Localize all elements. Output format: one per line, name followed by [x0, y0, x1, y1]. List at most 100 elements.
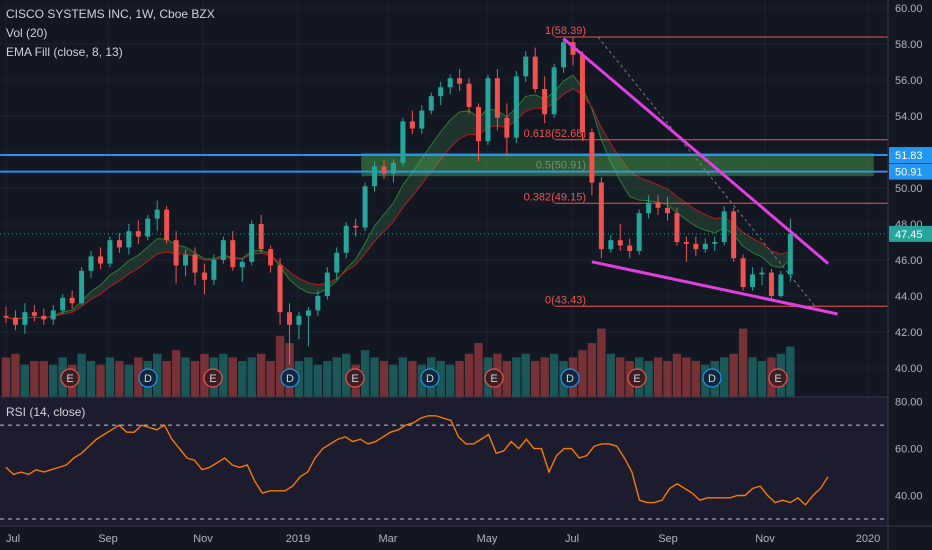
candle-body — [164, 209, 170, 241]
candle-body — [334, 252, 340, 273]
candle-body — [665, 207, 670, 214]
candle-body — [12, 317, 18, 325]
candle-body — [41, 315, 47, 320]
volume-bar — [653, 357, 663, 397]
rsi-indicator-label[interactable]: RSI (14, close) — [6, 405, 86, 419]
level-badge: 51.83 — [895, 150, 923, 162]
trendlines[interactable] — [562, 37, 838, 316]
candle-body — [627, 245, 633, 251]
dividend-marker — [560, 368, 580, 388]
candle-body — [69, 297, 75, 304]
volume-bar — [266, 361, 275, 397]
time-tick-label: 2020 — [856, 533, 880, 545]
dividend-marker — [420, 368, 440, 388]
price-tick-label: 60.00 — [895, 3, 923, 15]
volume-bar — [20, 364, 30, 397]
earnings-marker — [203, 368, 223, 388]
candle-body — [296, 315, 302, 325]
volume-bar — [77, 353, 86, 397]
volume-bar — [332, 357, 341, 397]
last-price-badge: 47.45 — [895, 229, 923, 241]
time-tick-label: May — [477, 533, 498, 545]
rsi-line — [0, 396, 888, 520]
volume-bar — [190, 361, 200, 397]
volume-bar — [445, 364, 455, 397]
candle-body — [494, 78, 500, 118]
price-tick-label: 50.00 — [895, 183, 923, 195]
dividend-marker — [138, 368, 158, 388]
candle-body — [135, 231, 141, 237]
level-badge: 50.91 — [895, 167, 923, 179]
price-tick-label: 40.00 — [895, 363, 923, 375]
rsi-series-line — [5, 415, 829, 506]
candle-body — [287, 312, 292, 325]
candle-body — [438, 87, 444, 97]
fib-diagonal — [597, 36, 816, 307]
candle-body — [3, 315, 9, 318]
candle-body — [211, 260, 217, 280]
volume-bar — [531, 361, 540, 397]
volume-bar — [115, 361, 124, 397]
candle-body — [428, 96, 434, 111]
last-price-badge-bg — [889, 225, 932, 242]
volume-bar — [738, 328, 748, 397]
candle-body — [277, 265, 283, 313]
volume-bar — [720, 357, 729, 397]
candle-body — [31, 312, 37, 316]
earnings-marker — [627, 368, 647, 388]
volume-bar — [663, 361, 672, 397]
candle-body — [343, 225, 349, 253]
candle-body — [466, 83, 472, 107]
volume-bar — [464, 353, 474, 397]
fib-level-label: 1(58.39) — [545, 25, 586, 37]
volume-bar — [96, 364, 105, 397]
candle-body — [485, 78, 491, 142]
candle-body — [608, 240, 614, 250]
volume-indicator-label[interactable]: Vol (20) — [6, 26, 48, 40]
candle-body — [107, 240, 113, 264]
volume-bar — [578, 350, 587, 397]
ema-indicator-label[interactable]: EMA Fill (close, 8, 13) — [6, 45, 123, 59]
time-axis[interactable]: Jul Sep Nov 2019 Mar May Jul Sep Nov 2020 — [0, 525, 932, 545]
volume-bar — [597, 328, 606, 397]
volume-bar — [370, 357, 379, 397]
candle-body — [674, 213, 680, 242]
candle-body — [305, 310, 311, 316]
candle-body — [646, 202, 652, 214]
volume-bar — [379, 361, 389, 397]
volume-bar — [360, 350, 370, 397]
candle-body — [173, 240, 179, 266]
time-tick-label: 2019 — [286, 533, 310, 545]
rsi-tick-label: 40.00 — [895, 491, 923, 503]
candle-body — [551, 67, 557, 115]
marker-label: D — [286, 373, 294, 385]
volume-bar — [171, 350, 181, 397]
candle-body — [655, 202, 661, 208]
marker-label: E — [66, 373, 73, 385]
candle-body — [98, 256, 103, 264]
fibonacci-retracement[interactable]: 1(58.39) 0.618(52.68) 0.5(50.91) 0.382(49.1… — [524, 25, 888, 307]
grid — [0, 0, 888, 526]
candle-body — [154, 209, 160, 219]
candle-body — [532, 56, 538, 89]
volume-bar — [313, 364, 323, 397]
volume-bar — [275, 335, 285, 397]
candle-body — [513, 76, 519, 138]
candle-body — [192, 254, 198, 273]
price-tick-label: 44.00 — [895, 291, 923, 303]
candle-body — [778, 274, 784, 296]
volume-bar — [398, 357, 408, 397]
fib-level-label: 0.382(49.15) — [524, 191, 586, 203]
symbol-title: CISCO SYSTEMS INC, 1W, Cboe BZX — [6, 7, 215, 21]
candle-body — [201, 272, 207, 280]
volume-bar — [729, 353, 738, 397]
volume-bar — [474, 343, 483, 397]
volume-bar — [682, 357, 691, 397]
candle-body — [523, 56, 529, 77]
volume-bar — [238, 361, 247, 397]
volume-bar — [786, 346, 795, 397]
fib-level-label: 0.618(52.68) — [524, 128, 586, 140]
